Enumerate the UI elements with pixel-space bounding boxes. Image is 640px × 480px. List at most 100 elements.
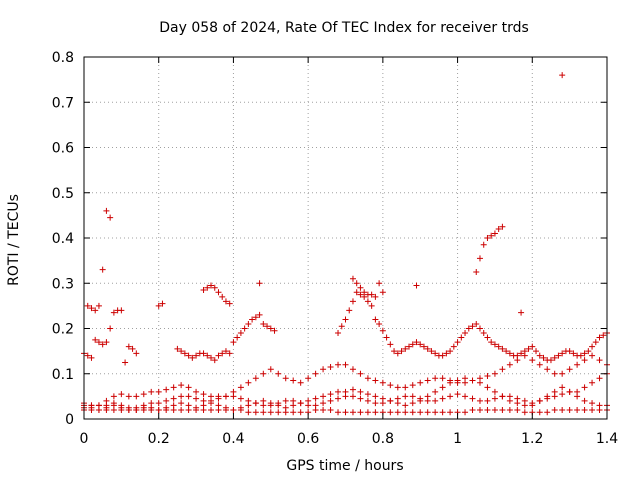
data-point <box>148 388 155 395</box>
data-point <box>432 350 439 357</box>
data-point <box>402 345 409 352</box>
data-point <box>342 388 349 395</box>
data-point <box>518 350 525 357</box>
data-point <box>462 330 469 337</box>
data-point <box>372 393 379 400</box>
data-point <box>536 397 543 404</box>
data-point <box>219 293 226 300</box>
data-point <box>596 357 603 364</box>
data-point <box>245 402 252 409</box>
data-point <box>506 406 513 413</box>
data-point <box>357 395 364 402</box>
y-tick-label: 0.4 <box>52 231 74 247</box>
data-point <box>125 406 132 413</box>
data-point <box>237 330 244 337</box>
data-point <box>447 348 454 355</box>
data-point <box>491 406 498 413</box>
data-point <box>275 409 282 416</box>
axis-ticks: 0 0.2 0.4 0.6 0.8 1 1.2 1.4 0 0.1 0.2 0.3 0.4 0.5 0.6 0… <box>52 50 618 447</box>
data-point <box>409 400 416 407</box>
data-point <box>267 325 274 332</box>
y-tick-label: 0.1 <box>52 367 74 383</box>
data-point <box>484 235 491 241</box>
data-point <box>84 302 91 309</box>
data-point <box>409 393 416 400</box>
data-point <box>174 345 181 352</box>
data-point <box>521 409 528 416</box>
data-point <box>551 354 558 361</box>
data-point <box>260 397 267 404</box>
data-point <box>349 275 356 282</box>
data-point <box>312 395 319 402</box>
data-point <box>473 268 480 275</box>
data-point <box>499 366 506 373</box>
data-point <box>364 375 371 382</box>
data-point <box>484 397 491 404</box>
data-point <box>417 397 424 404</box>
data-point <box>335 409 342 416</box>
data-point <box>476 379 483 386</box>
data-point <box>107 214 114 221</box>
data-point <box>372 377 379 384</box>
data-point <box>544 366 551 373</box>
data-point <box>208 406 215 413</box>
data-point <box>200 402 207 409</box>
data-point <box>222 404 229 411</box>
data-point <box>349 409 356 416</box>
data-point <box>103 404 110 411</box>
data-point <box>398 348 405 355</box>
data-point <box>234 334 241 341</box>
data-point <box>297 400 304 407</box>
data-point <box>327 406 334 413</box>
data-point <box>327 363 334 370</box>
data-point <box>193 388 200 395</box>
data-point <box>372 316 379 323</box>
data-point <box>219 350 226 357</box>
data-point <box>297 379 304 386</box>
data-point <box>394 409 401 416</box>
data-point <box>559 72 566 79</box>
data-point <box>342 316 349 323</box>
data-point <box>443 350 450 357</box>
data-point <box>245 409 252 416</box>
x-tick-label: 0.8 <box>372 431 394 447</box>
data-point <box>480 241 487 248</box>
data-point <box>95 302 102 309</box>
data-point <box>312 402 319 409</box>
data-point <box>589 406 596 413</box>
data-point <box>129 345 136 352</box>
y-tick-label: 0.6 <box>52 141 74 157</box>
data-point <box>454 339 461 346</box>
data-point <box>495 343 502 350</box>
data-point <box>364 409 371 416</box>
data-point <box>402 402 409 409</box>
data-point <box>275 402 282 409</box>
data-point <box>282 397 289 404</box>
data-point <box>159 300 166 307</box>
data-point <box>237 395 244 402</box>
data-point <box>256 280 263 287</box>
data-point <box>230 339 237 346</box>
data-point <box>178 406 185 413</box>
data-point <box>529 402 536 409</box>
data-point <box>335 395 342 402</box>
data-point <box>364 391 371 398</box>
data-point <box>155 388 162 395</box>
data-point <box>125 343 132 350</box>
data-point <box>264 323 271 330</box>
data-point <box>581 357 588 364</box>
data-point <box>439 384 446 391</box>
data-point <box>439 395 446 402</box>
data-point <box>491 230 498 237</box>
data-point <box>379 289 386 296</box>
data-point <box>282 404 289 411</box>
data-point <box>476 397 483 404</box>
data-point <box>103 339 110 346</box>
y-tick-label: 0.7 <box>52 95 74 111</box>
data-point <box>133 350 140 357</box>
data-point <box>353 280 360 287</box>
data-point <box>215 352 222 359</box>
data-point <box>110 309 117 316</box>
data-point <box>237 404 244 411</box>
data-point <box>465 325 472 332</box>
